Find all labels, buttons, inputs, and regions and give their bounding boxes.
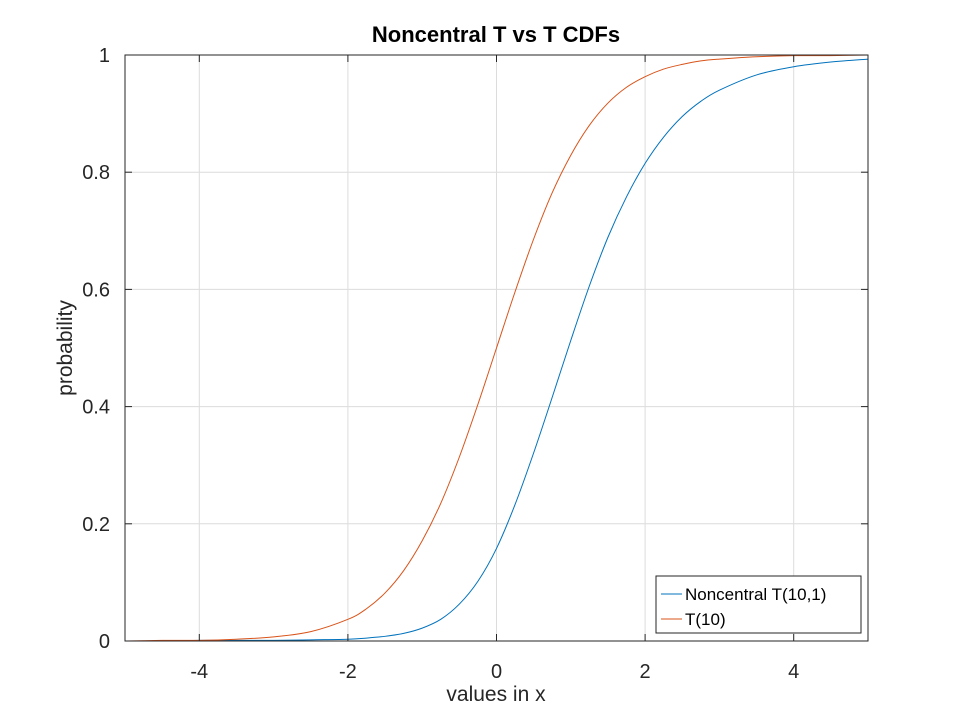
series-line-noncentral-t [125,58,869,642]
y-tick-label: 0.2 [82,514,110,536]
x-tick-label: -4 [190,661,208,683]
y-tick-label: 0.8 [82,162,110,184]
x-axis-label: values in x [446,683,546,706]
y-tick-label: 1 [99,45,110,67]
series-lines [124,54,869,642]
x-tick-label: 4 [788,661,799,683]
x-tick-label: 0 [491,661,502,683]
legend-label-noncentral: Noncentral T(10,1) [685,585,826,604]
y-tick-label: 0.4 [82,397,110,419]
x-tick-label: 2 [640,661,651,683]
legend: Noncentral T(10,1) T(10) [655,575,862,634]
y-tick-label: 0.6 [82,279,110,301]
chart-title: Noncentral T vs T CDFs [372,22,620,47]
y-axis-label: probability [54,300,77,396]
legend-label-t10: T(10) [685,610,726,629]
y-tick-label: 0 [99,631,110,653]
series-line-t10 [124,54,869,642]
x-tick-label: -2 [339,661,357,683]
legend-box [655,575,862,634]
axis-ticks: -4 -2 0 2 4 0 0.2 0.4 0.6 0.8 1 [82,45,868,683]
